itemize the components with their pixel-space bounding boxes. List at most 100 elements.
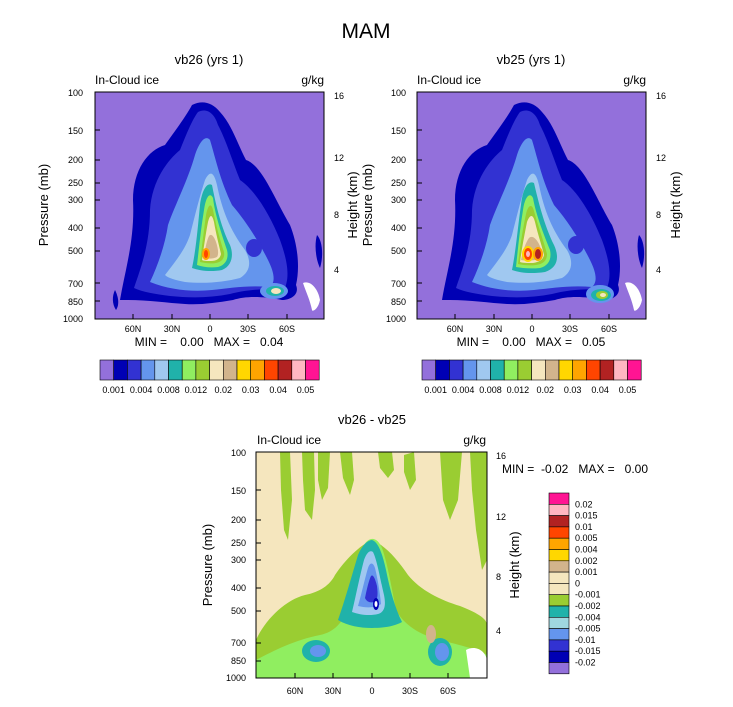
colorbar-swatch [586, 359, 601, 381]
colorbar-swatch [548, 628, 570, 641]
y-tick: 150 [68, 126, 83, 136]
colorbar-swatch [548, 571, 570, 584]
colorbar-swatch [503, 359, 519, 381]
colorbar-swatch [209, 359, 224, 381]
y-tick: 150 [231, 486, 246, 496]
y-right-tick: 4 [656, 265, 661, 275]
min-max-stats: MIN = -0.02 MAX = 0.00 [502, 462, 648, 476]
colorbar-label: -0.005 [575, 624, 601, 634]
neg-streak-east [470, 452, 487, 570]
y-axis-right-title: Height (km) [507, 531, 522, 598]
panel-title: vb25 (yrs 1) [497, 52, 566, 67]
colorbar-label: 0.03 [242, 385, 260, 395]
colorbar-label: -0.001 [575, 590, 601, 600]
panel-difference: vb26 - vb25 In-Cloud ice g/kg [200, 412, 648, 696]
colorbar-swatch [548, 583, 570, 596]
x-tick-labels: 60N 30N 0 30S 60S [125, 324, 295, 334]
topography-mask [625, 282, 642, 311]
y-tick: 200 [391, 155, 406, 165]
y-tick: 250 [68, 178, 83, 188]
y-right-tick: 12 [656, 153, 666, 163]
colorbar-swatch [548, 616, 570, 629]
colorbar-swatch [277, 359, 293, 381]
colorbar-label: 0.01 [575, 522, 593, 532]
colorbar-swatch [558, 359, 573, 381]
contour-blob-mid [568, 236, 584, 254]
main-title: MAM [342, 20, 391, 43]
colorbar-swatch [291, 359, 306, 381]
x-tick: 30N [325, 686, 342, 696]
y-axis-right-title: Height (km) [668, 171, 683, 238]
y-tick-labels: 100 150 200 250 300 400 500 700 850 1000 [386, 88, 406, 324]
x-tick: 0 [207, 324, 212, 334]
x-tick-labels: 60N 30N 0 30S 60S [287, 686, 456, 696]
colorbar-swatch [421, 359, 436, 381]
x-tick: 60S [440, 686, 456, 696]
colorbar-label: 0.04 [591, 385, 609, 395]
x-tick: 30S [562, 324, 578, 334]
units-label: g/kg [463, 433, 486, 447]
contour-max-west-inner [526, 251, 530, 257]
contour-blob-mid [246, 239, 262, 257]
colorbar-swatch [548, 537, 570, 550]
y-tick-labels: 100 150 200 250 300 400 500 700 850 1000 [63, 88, 83, 324]
colorbar-swatch [264, 359, 279, 381]
y-tick: 1000 [63, 314, 83, 324]
contour-blob-neg-b-core [435, 643, 449, 661]
y-tick: 200 [231, 515, 246, 525]
y-axis-right-title: Height (km) [345, 171, 360, 238]
colorbar-label: 0.02 [537, 385, 555, 395]
colorbar-swatch [531, 359, 546, 381]
panel-vb25: vb25 (yrs 1) In-Cloud ice g/kg [360, 52, 683, 395]
y-tick: 500 [391, 246, 406, 256]
y-right-tick: 4 [496, 626, 501, 636]
colorbar-label: 0.008 [479, 385, 502, 395]
contour-field [256, 452, 487, 678]
y-tick: 300 [68, 195, 83, 205]
y-right-tick: 16 [334, 91, 344, 101]
neg-streak [318, 452, 330, 500]
colorbar-swatch [544, 359, 560, 381]
colorbar-swatch [548, 492, 570, 505]
panel-title: vb26 - vb25 [338, 412, 406, 427]
tick-marks [256, 451, 449, 679]
colorbar-label: 0.001 [575, 567, 598, 577]
contour-blob-neg-a-core [310, 645, 326, 657]
colorbar-swatch [168, 359, 183, 381]
colorbar-label: 0.012 [185, 385, 208, 395]
colorbar-label: -0.004 [575, 612, 601, 622]
y-right-tick-labels: 16 12 8 4 [496, 451, 506, 636]
contour-blob-pos [426, 625, 436, 643]
y-right-tick: 16 [656, 91, 666, 101]
colorbar-swatch [462, 359, 478, 381]
colorbar-swatch [113, 359, 128, 381]
colorbar-label: 0.03 [564, 385, 582, 395]
x-tick: 30S [402, 686, 418, 696]
contour-field [417, 92, 646, 319]
y-right-tick: 12 [334, 153, 344, 163]
colorbar-swatch [181, 359, 197, 381]
colorbar-swatch [305, 359, 320, 381]
colorbar-swatch [613, 359, 628, 381]
y-tick: 100 [391, 88, 406, 98]
colorbar-label: 0.008 [157, 385, 180, 395]
colorbar-swatch [154, 359, 169, 381]
y-axis-title: Pressure (mb) [200, 524, 215, 606]
contour-level-1-edge [637, 235, 645, 268]
contour-min-inner [374, 601, 378, 607]
y-tick: 400 [391, 223, 406, 233]
colorbar-swatch [236, 359, 251, 381]
y-right-tick: 12 [496, 512, 506, 522]
y-tick: 850 [68, 297, 83, 307]
y-tick: 300 [391, 195, 406, 205]
contour-blob-60s-inner [271, 288, 281, 294]
x-tick: 60N [447, 324, 464, 334]
contour-max-east-inner [535, 249, 541, 259]
y-tick: 850 [391, 297, 406, 307]
y-tick: 300 [231, 555, 246, 565]
y-tick: 1000 [226, 673, 246, 683]
y-tick: 700 [391, 279, 406, 289]
y-tick: 250 [391, 178, 406, 188]
